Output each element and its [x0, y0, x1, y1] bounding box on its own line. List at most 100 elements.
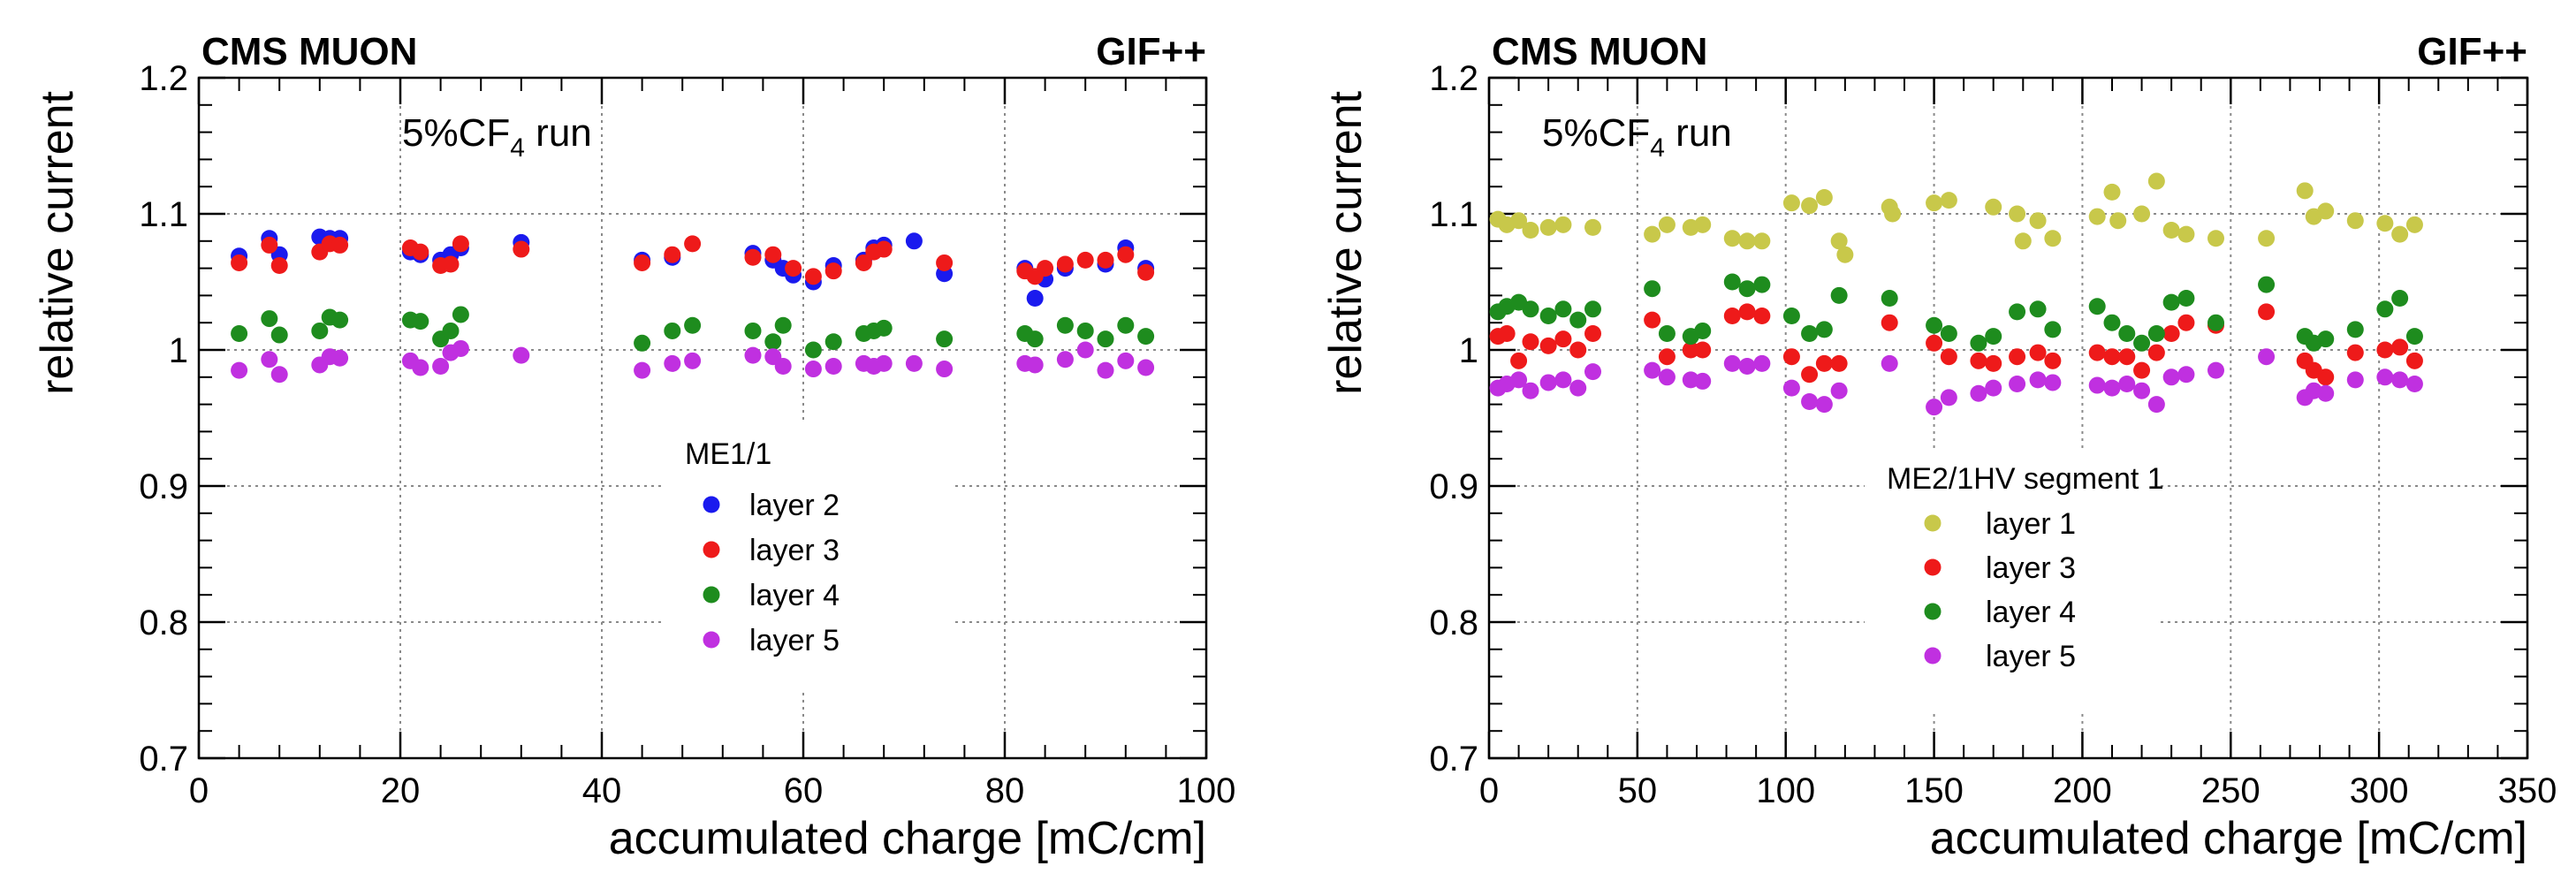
data-point-layer-5	[824, 357, 842, 375]
data-point-layer-3	[513, 240, 530, 258]
data-point-layer-5	[2162, 368, 2180, 386]
data-point-layer-3	[1940, 348, 1957, 366]
data-point-layer-3	[875, 240, 893, 258]
x-tick-label: 40	[582, 771, 622, 810]
data-point-layer-3	[1753, 308, 1771, 324]
data-point-layer-4	[684, 316, 702, 334]
data-point-layer-5	[1753, 354, 1771, 372]
legend-label: layer 2	[749, 489, 840, 522]
data-point-layer-4	[1881, 289, 1898, 307]
data-point-layer-4	[1644, 280, 1661, 298]
data-point-layer-1	[1940, 192, 1957, 209]
data-point-layer-5	[1723, 354, 1741, 372]
data-point-layer-3	[634, 254, 651, 271]
data-point-layer-4	[270, 326, 288, 344]
data-point-layer-5	[1584, 363, 1601, 381]
data-point-layer-3	[231, 254, 248, 271]
data-point-layer-2	[1026, 289, 1044, 307]
data-point-layer-1	[2009, 205, 2026, 223]
data-point-layer-3	[1554, 330, 1572, 348]
data-point-layer-5	[2405, 376, 2423, 392]
x-tick-label: 80	[985, 771, 1025, 810]
data-point-layer-4	[412, 313, 429, 330]
data-point-layer-5	[2103, 379, 2121, 397]
x-tick-label: 20	[381, 771, 421, 810]
data-point-layer-4	[442, 322, 460, 339]
data-point-layer-3	[2044, 352, 2062, 369]
data-point-layer-4	[744, 322, 762, 339]
data-point-layer-3	[804, 268, 822, 285]
data-point-layer-3	[1682, 341, 1699, 359]
data-point-layer-1	[1554, 216, 1572, 233]
data-point-layer-4	[261, 310, 278, 328]
data-point-layer-3	[1569, 341, 1587, 359]
data-point-layer-5	[936, 361, 954, 378]
data-point-layer-4	[1569, 311, 1587, 329]
data-point-layer-4	[1076, 322, 1094, 339]
y-tick-label: 1	[169, 331, 188, 370]
data-point-layer-5	[774, 357, 792, 375]
data-point-layer-3	[2088, 344, 2106, 361]
data-point-layer-4	[1539, 308, 1557, 324]
data-point-layer-4	[231, 325, 248, 343]
data-point-layer-4	[1658, 325, 1676, 343]
data-point-layer-5	[2088, 376, 2106, 394]
data-point-layer-5	[2133, 382, 2151, 399]
data-point-layer-3	[1097, 251, 1114, 269]
data-point-layer-3	[1658, 348, 1676, 366]
data-point-layer-5	[2376, 368, 2394, 386]
data-point-layer-5	[231, 361, 248, 379]
data-point-layer-3	[1076, 251, 1094, 269]
annotation-subscript: 4	[510, 133, 525, 163]
data-point-layer-4	[311, 322, 329, 339]
data-point-layer-1	[2109, 212, 2127, 230]
data-point-layer-5	[2177, 366, 2195, 384]
legend-label: layer 4	[1986, 596, 2076, 629]
data-point-layer-1	[2147, 172, 2165, 190]
data-point-layer-1	[2296, 182, 2314, 200]
data-point-layer-4	[2133, 334, 2151, 352]
right-chart-panel: 0.7 0.8 0.9 1 1.1 1.2 0 50 100 150 200 250 300 350acc…	[1320, 30, 2557, 864]
data-point-layer-1	[1522, 221, 1539, 239]
data-point-layer-3	[855, 254, 872, 271]
annotation-main: 5%CF	[1542, 111, 1650, 155]
data-point-layer-5	[1694, 372, 1712, 390]
data-point-layer-3	[1137, 263, 1155, 281]
data-point-layer-4	[331, 311, 349, 329]
x-tick-label: 150	[1904, 771, 1964, 810]
data-point-layer-3	[684, 235, 702, 253]
x-tick-label: 200	[2053, 771, 2112, 810]
data-point-layer-3	[1985, 354, 2002, 372]
x-tick-label: 0	[189, 771, 209, 810]
data-point-layer-4	[1584, 300, 1601, 318]
header-left-label: CMS MUON	[1492, 30, 1707, 73]
data-point-layer-3	[1539, 337, 1557, 354]
data-point-layer-4	[1137, 328, 1155, 346]
data-point-layer-5	[2258, 348, 2276, 366]
data-point-layer-5	[1970, 384, 1987, 402]
data-point-layer-1	[2391, 225, 2409, 243]
data-point-layer-5	[905, 354, 923, 372]
data-point-layer-5	[1782, 379, 1800, 397]
data-point-layer-1	[1985, 198, 2002, 216]
data-point-layer-4	[1801, 325, 1819, 343]
data-point-layer-3	[270, 257, 288, 275]
data-point-layer-3	[2376, 341, 2394, 359]
data-point-layer-3	[452, 235, 469, 253]
x-tick-label: 350	[2498, 771, 2557, 810]
legend-label: layer 5	[1986, 640, 2076, 673]
data-point-layer-5	[261, 351, 278, 368]
data-point-layer-5	[664, 354, 681, 372]
data-point-layer-1	[1753, 232, 1771, 250]
x-axis-label: accumulated charge [mC/cm]	[1930, 813, 2527, 864]
y-tick-label: 0.9	[139, 467, 188, 506]
data-point-layer-1	[1510, 212, 1528, 230]
data-point-layer-4	[1117, 316, 1135, 334]
y-tick-label: 1	[1459, 331, 1478, 370]
data-point-layer-4	[2391, 289, 2409, 307]
data-point-layer-2	[905, 232, 923, 250]
data-point-layer-5	[432, 357, 450, 375]
legend-label: layer 1	[1986, 507, 2076, 541]
data-point-layer-3	[2147, 344, 2165, 361]
